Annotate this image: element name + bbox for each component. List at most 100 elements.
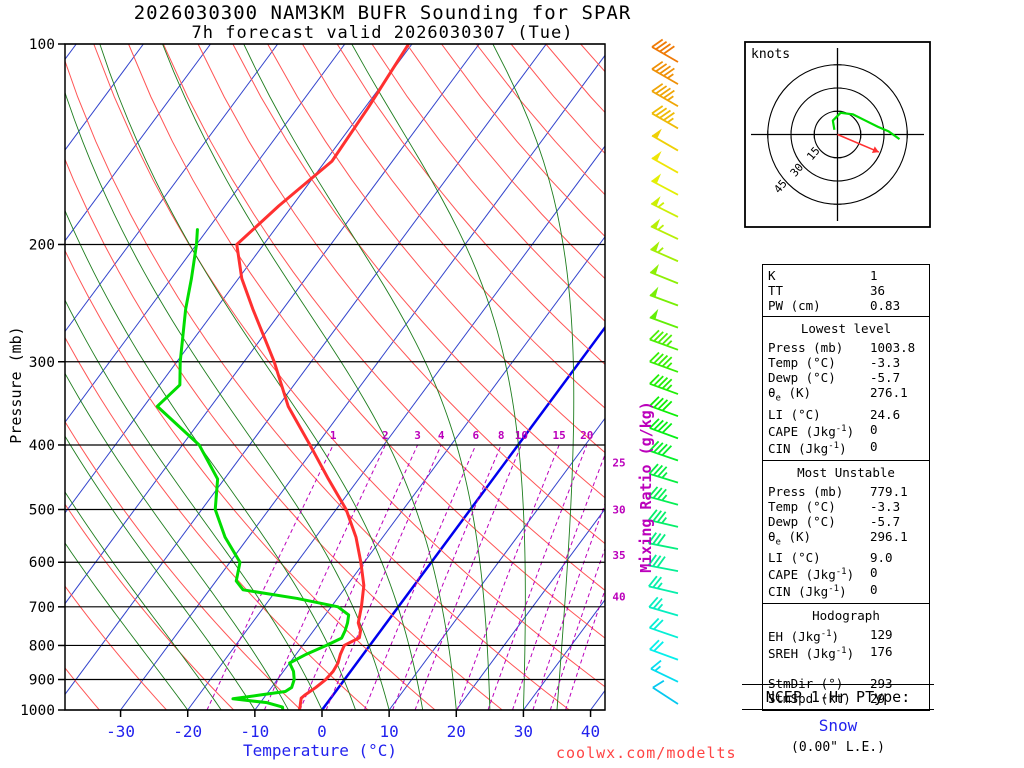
stat-label: LI (°C) xyxy=(768,550,821,566)
svg-text:800: 800 xyxy=(29,638,55,654)
stat-value xyxy=(870,661,924,676)
svg-text:300: 300 xyxy=(29,355,55,371)
stat-label: PW (cm) xyxy=(768,298,821,313)
stat-label: K xyxy=(768,268,776,283)
svg-text:1000: 1000 xyxy=(20,703,55,719)
svg-text:40: 40 xyxy=(581,722,600,741)
svg-text:15: 15 xyxy=(553,429,566,442)
stats-box-1: Lowest level Press (mb) 1003.8 Temp (°C) -3.… xyxy=(762,316,930,462)
stat-row: Press (mb) 1003.8 xyxy=(768,340,924,355)
wind-barb-column xyxy=(647,38,679,705)
svg-text:-10: -10 xyxy=(240,722,269,741)
svg-text:40: 40 xyxy=(612,590,625,603)
stats-box-3: Hodograph EH (Jkg-1) 129 SREH (Jkg-1) 176 Stm… xyxy=(762,602,930,712)
stat-value: 0 xyxy=(870,582,878,598)
stat-value: 36 xyxy=(870,283,886,298)
stat-row: SREH (Jkg-1) 176 xyxy=(768,644,924,661)
stat-value: 296.1 xyxy=(870,528,908,544)
stat-value: 9.0 xyxy=(870,550,893,566)
stat-label: CAPE (Jkg-1) xyxy=(768,567,855,583)
svg-text:4: 4 xyxy=(438,429,445,442)
svg-text:20: 20 xyxy=(580,429,593,442)
stat-row: CAPE (Jkg-1) 0 xyxy=(768,422,924,439)
svg-text:30: 30 xyxy=(514,722,533,741)
stat-label: TT xyxy=(768,283,784,298)
svg-text:1: 1 xyxy=(330,429,337,442)
mixing-ratio-labels: 1 2 3 4 6 8 10 15 20 25 30 35 40 xyxy=(330,429,626,603)
svg-text:900: 900 xyxy=(29,673,55,689)
svg-text:8: 8 xyxy=(498,429,505,442)
stat-label: StmDir (°) xyxy=(768,676,844,692)
ptype-value: Snow xyxy=(818,716,858,735)
ptype-title: NCEP 1-Hr PType: xyxy=(742,684,934,710)
stat-row: Dewp (°C) -5.7 xyxy=(768,514,924,529)
sounding-curves xyxy=(155,44,411,710)
stat-row xyxy=(768,661,924,676)
svg-text:500: 500 xyxy=(29,503,55,519)
watermark-text: coolwx.com/modelts xyxy=(556,744,737,762)
stat-label: Dewp (°C) xyxy=(768,513,836,529)
stat-label: CAPE (Jkg-1) xyxy=(768,423,855,440)
svg-text:10: 10 xyxy=(515,429,528,442)
svg-text:2: 2 xyxy=(382,429,389,442)
stat-label: θe (K) xyxy=(768,385,812,404)
stat-label: Temp (°C) xyxy=(768,355,836,371)
stat-row: StmSpd (kt) 29 xyxy=(768,691,924,706)
stat-label xyxy=(768,661,870,676)
mixing-ratio-axis-label: Mixing Ratio (g/kg) xyxy=(637,401,655,573)
stats-box-title: Most Unstable xyxy=(797,464,895,480)
svg-text:700: 700 xyxy=(29,600,55,616)
chart-title-line1: 2026030300 NAM3KM BUFR Sounding for SPAR xyxy=(133,2,632,24)
temperature-axis-label: Temperature (°C) xyxy=(242,741,398,760)
stat-label: CIN (Jkg-1) xyxy=(768,584,847,600)
plot-border xyxy=(64,43,606,711)
stat-label: Temp (°C) xyxy=(768,498,836,514)
stats-box-2: Most Unstable Press (mb) 779.1 Temp (°C) -3.… xyxy=(762,459,930,605)
svg-text:10: 10 xyxy=(380,722,399,741)
hodograph-unit-label: knots xyxy=(751,47,790,62)
stat-row: PW (cm) 0.83 xyxy=(768,298,924,313)
svg-text:35: 35 xyxy=(612,549,625,562)
stat-value: 24.6 xyxy=(870,406,901,422)
stat-row: StmDir (°) 293 xyxy=(768,676,924,691)
svg-text:20: 20 xyxy=(447,722,466,741)
stat-label: EH (Jkg-1) xyxy=(768,628,840,644)
stat-row: CIN (Jkg-1) 0 xyxy=(768,439,924,456)
pressure-axis-label: Pressure (mb) xyxy=(7,326,25,444)
stat-label: SREH (Jkg-1) xyxy=(768,646,855,662)
ptype-block: NCEP 1-Hr PType: Snow (0.00" L.E.) xyxy=(742,684,934,755)
svg-text:30: 30 xyxy=(612,504,625,517)
svg-text:600: 600 xyxy=(29,555,55,571)
stats-box-title: Hodograph xyxy=(812,607,880,623)
chart-title-line2: 7h forecast valid 2026030307 (Tue) xyxy=(191,23,574,43)
stat-value: -3.3 xyxy=(870,355,901,371)
stats-box-title: Lowest level xyxy=(800,321,892,337)
svg-text:-30: -30 xyxy=(106,722,135,741)
svg-text:25: 25 xyxy=(612,457,625,470)
stat-value: 293 xyxy=(870,676,893,692)
stat-row: TT 36 xyxy=(768,283,924,298)
storm-motion-vector xyxy=(837,133,880,153)
stat-row: Dewp (°C) -5.7 xyxy=(768,370,924,385)
stat-value: 779.1 xyxy=(870,483,908,499)
stat-row: Press (mb) 779.1 xyxy=(768,484,924,499)
stat-label: Dewp (°C) xyxy=(768,370,836,386)
stat-value: 0 xyxy=(870,565,878,581)
svg-text:400: 400 xyxy=(29,438,55,454)
stat-label: Press (mb) xyxy=(768,483,844,499)
stat-label: StmSpd (kt) xyxy=(768,691,851,707)
stat-label: CIN (Jkg-1) xyxy=(768,441,847,457)
stat-row: EH (Jkg-1) 129 xyxy=(768,627,924,644)
svg-text:-20: -20 xyxy=(173,722,202,741)
stat-value: -5.7 xyxy=(870,513,901,529)
stat-value: 129 xyxy=(870,626,893,642)
stat-row: Temp (°C) -3.3 xyxy=(768,355,924,370)
stat-value: 29 xyxy=(870,691,886,707)
svg-text:6: 6 xyxy=(472,429,479,442)
stat-row: θe (K) 276.1 xyxy=(768,385,924,407)
stat-row: Temp (°C) -3.3 xyxy=(768,499,924,514)
